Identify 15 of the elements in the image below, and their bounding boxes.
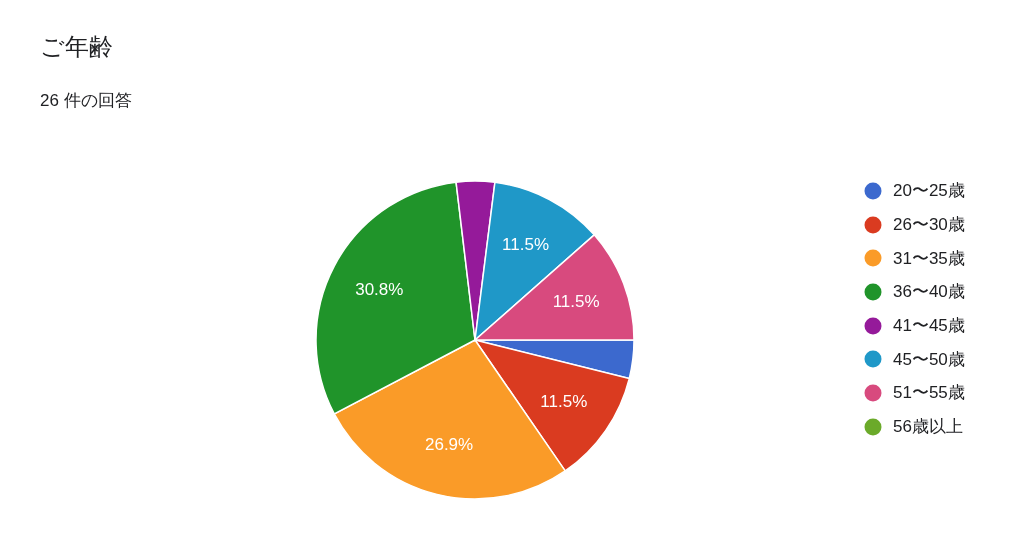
data-label: 26.9% (425, 435, 474, 455)
data-label: 30.8% (355, 280, 404, 300)
legend-label: 41〜45歳 (893, 315, 965, 338)
legend-label: 20〜25歳 (893, 180, 965, 203)
text: ご年齢 (40, 32, 113, 62)
legend-label: 26〜30歳 (893, 214, 965, 237)
legend-label: 31〜35歳 (893, 247, 965, 270)
legend-label: 36〜40歳 (893, 281, 965, 304)
legend-label: 56歳以上 (893, 416, 963, 439)
legend-label: 51〜55歳 (893, 382, 965, 405)
legend-label: 45〜50歳 (893, 348, 965, 371)
data-label: 11.5% (552, 292, 600, 312)
text: 26 件の回答 (40, 90, 132, 112)
data-label: 11.5% (502, 234, 550, 254)
data-label: 11.5% (540, 392, 588, 412)
